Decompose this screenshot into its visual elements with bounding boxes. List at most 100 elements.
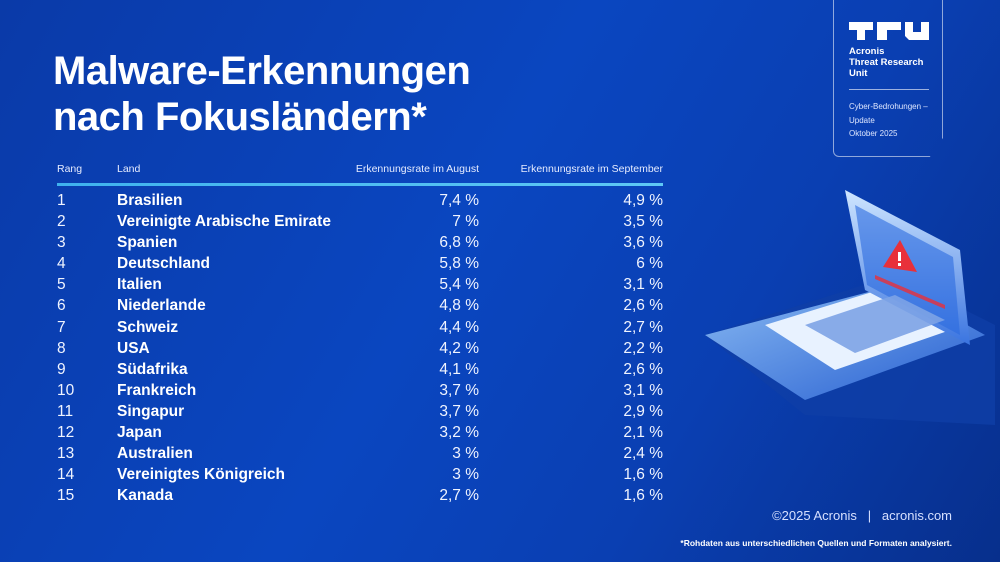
footnote: *Rohdaten aus unterschiedlichen Quellen … — [680, 538, 952, 548]
badge-name-line: Unit — [849, 68, 868, 79]
country-cell: Singapur — [117, 402, 185, 420]
badge-subtitle-line: Oktober 2025 — [849, 129, 898, 138]
rank-cell: 2 — [57, 213, 66, 231]
title-line-2: nach Fokusländern* — [53, 95, 427, 139]
september-rate-cell: 6 % — [636, 255, 663, 273]
rank-cell: 5 — [57, 276, 66, 294]
september-rate-cell: 3,1 % — [623, 381, 663, 399]
rank-cell: 1 — [57, 192, 66, 209]
website-link[interactable]: acronis.com — [881, 508, 952, 523]
country-cell: Deutschland — [117, 255, 211, 273]
table-body: 1 Brasilien 7,4 % 4,9 % 2 Vereinigte Arabisch… — [57, 192, 663, 508]
september-rate-cell: 3,6 % — [623, 234, 663, 252]
country-cell: Frankreich — [117, 381, 197, 399]
header-august: Erkennungsrate im August — [355, 163, 479, 175]
august-rate-cell: 4,4 % — [439, 318, 479, 336]
august-rate-cell: 6,8 % — [439, 234, 479, 252]
header-rule — [57, 183, 663, 186]
country-cell: Brasilien — [117, 192, 183, 209]
rank-cell: 14 — [57, 466, 75, 484]
table-row: 12 Japan 3,2 % 2,1 % — [57, 424, 663, 445]
august-rate-cell: 3 % — [452, 466, 479, 484]
september-rate-cell: 2,4 % — [623, 445, 663, 463]
september-rate-cell: 3,5 % — [623, 213, 663, 231]
country-cell: Italien — [117, 276, 162, 294]
august-rate-cell: 4,2 % — [439, 339, 479, 357]
table-row: 9 Südafrika 4,1 % 2,6 % — [57, 361, 663, 382]
badge-name-line: Threat Research — [849, 57, 924, 68]
rank-cell: 10 — [57, 381, 75, 399]
country-cell: Vereinigte Arabische Emirate — [117, 213, 331, 231]
august-rate-cell: 3,7 % — [439, 381, 479, 399]
table-row: 14 Vereinigtes Königreich 3 % 1,6 % — [57, 466, 663, 487]
august-rate-cell: 5,4 % — [439, 276, 479, 294]
august-rate-cell: 4,1 % — [439, 360, 479, 378]
footer-copyright: ©2025 Acronis | acronis.com — [772, 508, 952, 523]
table-row: 2 Vereinigte Arabische Emirate 7 % 3,5 % — [57, 213, 663, 234]
title-line-1: Malware-Erkennungen — [53, 49, 471, 93]
table-row: 3 Spanien 6,8 % 3,6 % — [57, 234, 663, 255]
country-cell: Australien — [117, 445, 193, 463]
august-rate-cell: 7 % — [452, 213, 479, 231]
september-rate-cell: 3,1 % — [623, 276, 663, 294]
september-rate-cell: 1,6 % — [623, 466, 663, 484]
table-row: 13 Australien 3 % 2,4 % — [57, 445, 663, 466]
rank-cell: 7 — [57, 318, 66, 336]
august-rate-cell: 5,8 % — [439, 255, 479, 273]
august-rate-cell: 3 % — [452, 445, 479, 463]
country-cell: Schweiz — [117, 318, 179, 336]
august-rate-cell: 3,2 % — [439, 424, 479, 442]
august-rate-cell: 3,7 % — [439, 402, 479, 420]
badge-subtitle-line: Cyber-Bedrohungen – — [849, 102, 928, 111]
rank-cell: 4 — [57, 255, 66, 273]
country-cell: USA — [117, 339, 150, 357]
badge-subtitle-line: Update — [849, 115, 875, 125]
august-rate-cell: 4,8 % — [439, 297, 479, 315]
header-country: Land — [117, 163, 141, 175]
copyright-text: ©2025 Acronis — [772, 508, 857, 523]
detection-table: Rang Land Erkennungsrate im August Erken… — [57, 163, 663, 508]
tru-badge: Acronis Threat Research Unit Cyber-Bedro… — [833, 0, 943, 157]
table-row: 11 Singapur 3,7 % 2,9 % — [57, 403, 663, 424]
country-cell: Spanien — [117, 234, 178, 252]
country-cell: Japan — [117, 424, 162, 442]
badge-subtitle: Cyber-Bedrohungen – Update Oktober 2025 — [849, 100, 928, 141]
table-row: 7 Schweiz 4,4 % 2,7 % — [57, 319, 663, 340]
country-cell: Südafrika — [117, 360, 188, 378]
rank-cell: 8 — [57, 339, 66, 357]
august-rate-cell: 7,4 % — [439, 192, 479, 209]
header-rank: Rang — [57, 163, 83, 175]
table-row: 15 Kanada 2,7 % 1,6 % — [57, 487, 663, 508]
country-cell: Niederlande — [117, 297, 206, 315]
rank-cell: 12 — [57, 424, 75, 442]
rank-cell: 3 — [57, 234, 66, 252]
tru-logo-icon — [849, 22, 929, 40]
september-rate-cell: 2,7 % — [623, 318, 663, 336]
september-rate-cell: 1,6 % — [623, 487, 663, 505]
table-row: 1 Brasilien 7,4 % 4,9 % — [57, 192, 663, 213]
table-row: 5 Italien 5,4 % 3,1 % — [57, 276, 663, 297]
warning-icon — [883, 240, 917, 272]
september-rate-cell: 2,2 % — [623, 339, 663, 357]
badge-name-line: Acronis — [849, 46, 885, 57]
rank-cell: 13 — [57, 445, 75, 463]
rank-cell: 6 — [57, 297, 66, 315]
rank-cell: 11 — [57, 402, 74, 420]
table-row: 8 USA 4,2 % 2,2 % — [57, 340, 663, 361]
september-rate-cell: 2,1 % — [623, 424, 663, 442]
rank-cell: 15 — [57, 487, 75, 505]
badge-org-name: Acronis Threat Research Unit — [849, 46, 923, 79]
september-rate-cell: 2,6 % — [623, 360, 663, 378]
country-cell: Vereinigtes Königreich — [117, 466, 285, 484]
table-header: Rang Land Erkennungsrate im August Erken… — [57, 163, 663, 183]
badge-divider — [849, 89, 929, 90]
september-rate-cell: 4,9 % — [623, 192, 663, 209]
september-rate-cell: 2,9 % — [623, 402, 663, 420]
laptop-warning-illustration — [705, 190, 995, 425]
table-row: 6 Niederlande 4,8 % 2,6 % — [57, 297, 663, 318]
table-row: 10 Frankreich 3,7 % 3,1 % — [57, 382, 663, 403]
september-rate-cell: 2,6 % — [623, 297, 663, 315]
header-september: Erkennungsrate im September — [520, 163, 663, 175]
rank-cell: 9 — [57, 360, 66, 378]
table-row: 4 Deutschland 5,8 % 6 % — [57, 255, 663, 276]
